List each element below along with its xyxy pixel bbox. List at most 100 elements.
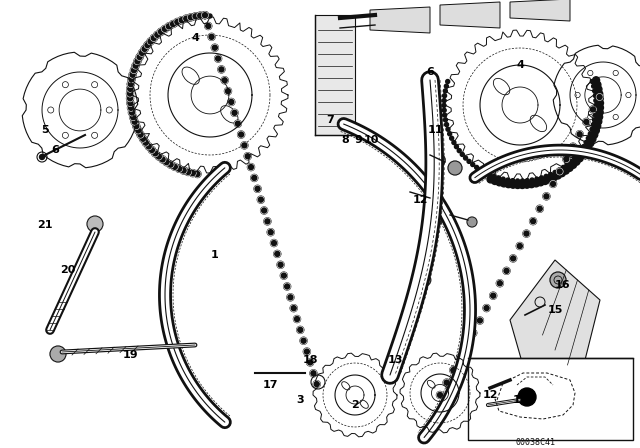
Circle shape — [165, 23, 172, 30]
Circle shape — [445, 79, 450, 83]
Circle shape — [457, 149, 461, 153]
Circle shape — [593, 113, 597, 117]
Circle shape — [471, 163, 475, 167]
Circle shape — [505, 181, 512, 188]
Circle shape — [134, 65, 138, 69]
Circle shape — [284, 283, 291, 290]
Circle shape — [565, 163, 569, 167]
Circle shape — [467, 217, 477, 227]
Circle shape — [443, 113, 447, 117]
Circle shape — [196, 15, 200, 19]
Circle shape — [572, 156, 577, 160]
Circle shape — [443, 379, 450, 386]
Circle shape — [134, 121, 138, 125]
Circle shape — [148, 42, 152, 46]
Circle shape — [583, 118, 590, 125]
Circle shape — [174, 18, 181, 26]
Circle shape — [138, 57, 141, 61]
Circle shape — [168, 161, 172, 165]
Circle shape — [579, 151, 586, 158]
Circle shape — [541, 177, 548, 185]
Circle shape — [135, 127, 142, 134]
Circle shape — [145, 141, 150, 145]
Circle shape — [589, 136, 596, 142]
Circle shape — [163, 159, 170, 166]
Circle shape — [183, 15, 189, 22]
Text: 3: 3 — [296, 395, 304, 405]
Circle shape — [254, 185, 261, 192]
Circle shape — [218, 66, 225, 73]
Circle shape — [196, 171, 200, 175]
Circle shape — [550, 181, 557, 187]
Circle shape — [138, 129, 141, 133]
Circle shape — [194, 171, 201, 177]
Polygon shape — [440, 2, 500, 28]
Circle shape — [157, 28, 164, 35]
Circle shape — [175, 165, 180, 169]
Circle shape — [231, 109, 238, 116]
Circle shape — [161, 30, 164, 34]
Circle shape — [127, 95, 134, 102]
Circle shape — [584, 144, 591, 151]
Text: 17: 17 — [262, 380, 278, 390]
Circle shape — [467, 159, 471, 164]
Circle shape — [190, 16, 195, 20]
Circle shape — [509, 255, 516, 262]
Circle shape — [500, 180, 508, 187]
Text: 19: 19 — [122, 350, 138, 360]
Circle shape — [167, 161, 174, 168]
Circle shape — [490, 292, 497, 299]
Circle shape — [566, 164, 573, 171]
Circle shape — [136, 126, 140, 130]
Circle shape — [446, 127, 450, 131]
Circle shape — [443, 94, 447, 98]
Circle shape — [519, 181, 526, 189]
Circle shape — [144, 42, 151, 49]
Circle shape — [591, 84, 596, 88]
Circle shape — [257, 196, 264, 203]
Text: 15: 15 — [547, 305, 563, 315]
Circle shape — [550, 174, 557, 181]
Circle shape — [87, 216, 103, 232]
Circle shape — [131, 109, 134, 113]
Circle shape — [594, 122, 601, 129]
Circle shape — [442, 99, 446, 103]
Circle shape — [146, 44, 150, 48]
Circle shape — [139, 131, 143, 135]
Circle shape — [509, 181, 516, 188]
Circle shape — [452, 141, 456, 145]
Circle shape — [129, 85, 133, 89]
Circle shape — [596, 109, 603, 116]
Circle shape — [127, 99, 134, 107]
Circle shape — [175, 165, 182, 172]
Circle shape — [138, 49, 145, 56]
Circle shape — [208, 14, 212, 18]
Circle shape — [540, 176, 543, 180]
Circle shape — [280, 272, 287, 279]
Circle shape — [479, 168, 483, 172]
Circle shape — [132, 115, 136, 119]
Circle shape — [160, 156, 164, 160]
Circle shape — [300, 337, 307, 344]
Circle shape — [202, 12, 209, 19]
Circle shape — [133, 68, 137, 72]
Circle shape — [190, 170, 194, 174]
Text: 14: 14 — [512, 395, 528, 405]
Circle shape — [310, 370, 317, 377]
Circle shape — [179, 20, 183, 24]
Circle shape — [307, 359, 314, 366]
Circle shape — [129, 91, 133, 95]
Circle shape — [130, 106, 134, 110]
Circle shape — [152, 150, 159, 157]
Circle shape — [460, 152, 464, 156]
Circle shape — [594, 108, 598, 112]
Circle shape — [158, 154, 162, 158]
Polygon shape — [510, 0, 570, 21]
Circle shape — [142, 139, 149, 146]
Text: 00038C41: 00038C41 — [515, 438, 555, 447]
Circle shape — [535, 177, 539, 181]
Circle shape — [582, 147, 589, 155]
Circle shape — [593, 89, 596, 93]
Circle shape — [140, 135, 147, 142]
Circle shape — [130, 103, 134, 107]
